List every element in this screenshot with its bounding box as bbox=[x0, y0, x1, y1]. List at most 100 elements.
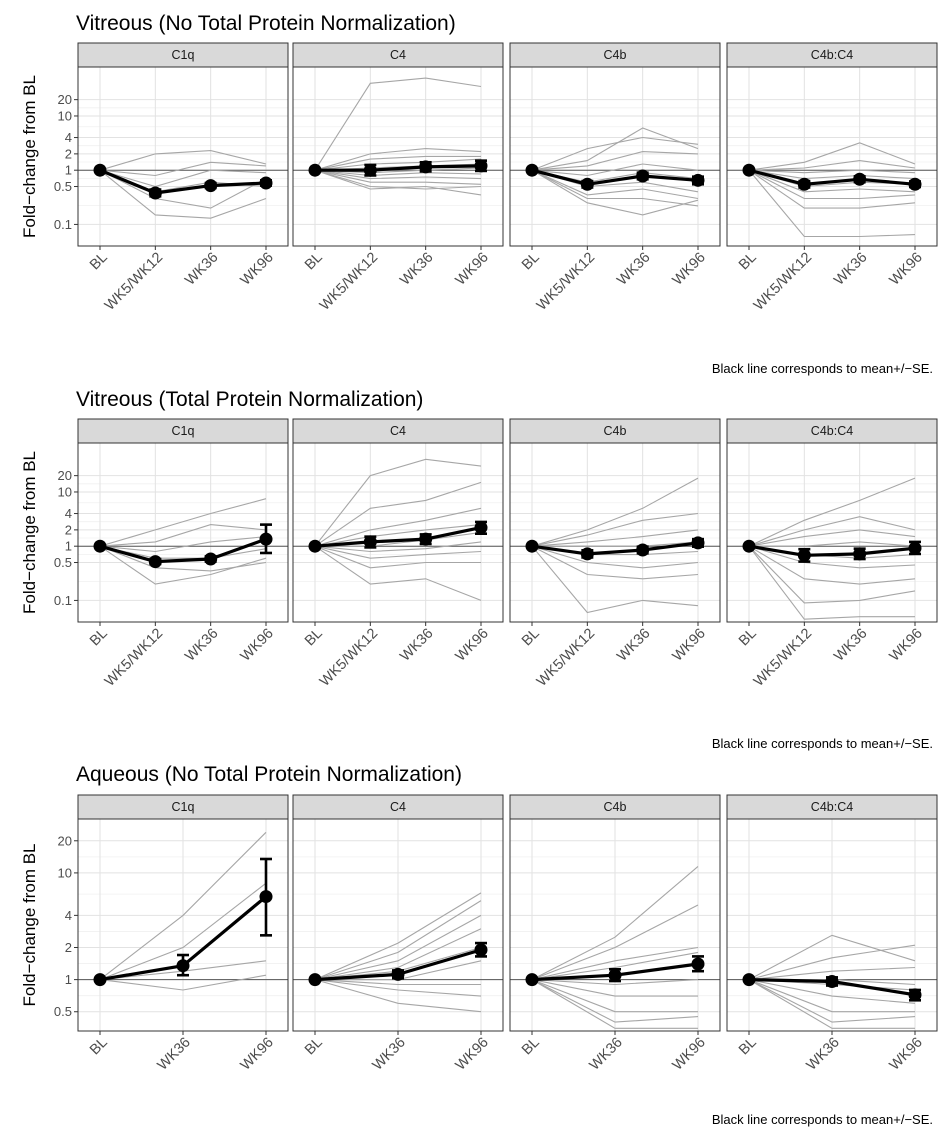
facet-strip-label: C4 bbox=[390, 800, 406, 814]
y-axis-title: Fold−change from BL bbox=[20, 75, 39, 238]
facet-strip-label: C4 bbox=[390, 48, 406, 62]
y-axis-title: Fold−change from BL bbox=[20, 451, 39, 614]
x-tick-label: WK36 bbox=[182, 626, 221, 665]
y-tick-label: 4 bbox=[65, 506, 72, 521]
x-tick-label: WK36 bbox=[370, 1035, 409, 1074]
individual-series-line bbox=[314, 545, 481, 569]
panel-border bbox=[292, 442, 504, 623]
mean-point bbox=[525, 973, 539, 987]
panel-c4b: C4b BL WK36 WK96 bbox=[509, 794, 721, 1074]
x-tick-label: WK96 bbox=[887, 626, 926, 665]
individual-series-line bbox=[315, 531, 482, 547]
x-tick-label: WK36 bbox=[831, 250, 870, 289]
mean-line bbox=[531, 541, 699, 556]
x-tick-label: WK5/WK12 bbox=[317, 626, 381, 690]
x-tick-label: WK5/WK12 bbox=[751, 250, 815, 314]
x-tick-label: WK5/WK12 bbox=[534, 250, 598, 314]
individual-series-line bbox=[531, 979, 698, 1013]
x-tick-label: BL bbox=[87, 626, 111, 650]
individual-series-line bbox=[99, 882, 267, 981]
mean-point bbox=[580, 177, 594, 191]
y-tick-label: 20 bbox=[58, 833, 72, 848]
individual-series-line bbox=[99, 161, 267, 177]
x-tick-label: BL bbox=[87, 1035, 111, 1059]
x-tick-label: WK5/WK12 bbox=[102, 250, 166, 314]
individual-series-line bbox=[748, 169, 916, 209]
facet-strip bbox=[292, 42, 504, 68]
x-tick-label: WK96 bbox=[453, 250, 492, 289]
mean-point bbox=[742, 539, 756, 553]
individual-series-line bbox=[99, 169, 267, 219]
individual-series-line bbox=[314, 892, 482, 981]
plot-background bbox=[78, 67, 288, 246]
x-tick-label: WK36 bbox=[831, 626, 870, 665]
x-tick-label: WK36 bbox=[804, 1035, 843, 1074]
mean-point bbox=[797, 548, 811, 562]
x-tick-label: WK96 bbox=[670, 250, 709, 289]
y-tick-label: 4 bbox=[65, 130, 72, 145]
facet-strip bbox=[726, 42, 938, 68]
individual-series-line bbox=[314, 541, 482, 553]
y-tick-label: 1 bbox=[65, 163, 72, 178]
individual-series-line bbox=[99, 545, 267, 585]
mean-point bbox=[908, 988, 922, 1002]
panel-border bbox=[77, 442, 289, 623]
plot-background bbox=[510, 443, 720, 622]
panel-border bbox=[509, 442, 721, 623]
individual-series-line bbox=[748, 516, 916, 547]
individual-series-line bbox=[99, 831, 267, 981]
individual-series-line bbox=[99, 524, 267, 547]
individual-series-line bbox=[531, 951, 699, 981]
mean-line bbox=[531, 168, 699, 186]
x-tick-label: WK36 bbox=[587, 1035, 626, 1074]
mean-point bbox=[797, 177, 811, 191]
individual-series-line bbox=[748, 545, 915, 620]
individual-series-line bbox=[531, 512, 699, 547]
mean-point bbox=[259, 532, 273, 546]
mean-point bbox=[259, 890, 273, 904]
x-tick-label: WK96 bbox=[453, 626, 492, 665]
mean-point bbox=[308, 973, 322, 987]
y-axis-title: Fold−change from BL bbox=[20, 843, 39, 1006]
x-tick-label: WK5/WK12 bbox=[751, 626, 815, 690]
x-tick-label: WK36 bbox=[614, 626, 653, 665]
y-tick-label: 4 bbox=[65, 908, 72, 923]
individual-series-line bbox=[314, 155, 481, 171]
x-tick-label: WK96 bbox=[670, 626, 709, 665]
y-tick-label: 2 bbox=[65, 146, 72, 161]
individual-series-line bbox=[532, 541, 699, 547]
section-title: Vitreous (Total Protein Normalization) bbox=[76, 388, 423, 411]
individual-series-line bbox=[314, 169, 482, 185]
mean-point bbox=[525, 163, 539, 177]
facet-strip-label: C4b:C4 bbox=[811, 800, 853, 814]
mean-line bbox=[748, 544, 916, 557]
individual-series-line bbox=[314, 545, 482, 601]
mean-point bbox=[93, 163, 107, 177]
individual-series-line bbox=[314, 169, 482, 180]
individual-series-line bbox=[314, 979, 482, 1013]
individual-series-line bbox=[314, 900, 482, 981]
individual-series-line bbox=[314, 979, 482, 997]
individual-series-line bbox=[748, 979, 916, 1023]
individual-series-line bbox=[749, 541, 916, 547]
chart-section-2: Vitreous (Total Protein Normalization) Fo… bbox=[20, 388, 938, 751]
mean-point bbox=[474, 943, 488, 957]
individual-series-line bbox=[531, 904, 699, 981]
individual-series-line bbox=[531, 169, 699, 207]
individual-series-line bbox=[531, 545, 699, 569]
mean-point bbox=[148, 555, 162, 569]
mean-point bbox=[908, 541, 922, 555]
individual-series-line bbox=[314, 148, 482, 171]
individual-series-line bbox=[748, 979, 915, 1013]
mean-point bbox=[204, 179, 218, 193]
mean-point bbox=[691, 173, 705, 187]
individual-series-line bbox=[531, 979, 699, 1023]
mean-point bbox=[308, 539, 322, 553]
x-tick-label: BL bbox=[519, 626, 543, 650]
individual-series-line bbox=[748, 979, 915, 1029]
facet-strip-label: C4b:C4 bbox=[811, 48, 853, 62]
x-tick-label: BL bbox=[302, 626, 326, 650]
mean-point bbox=[259, 176, 273, 190]
